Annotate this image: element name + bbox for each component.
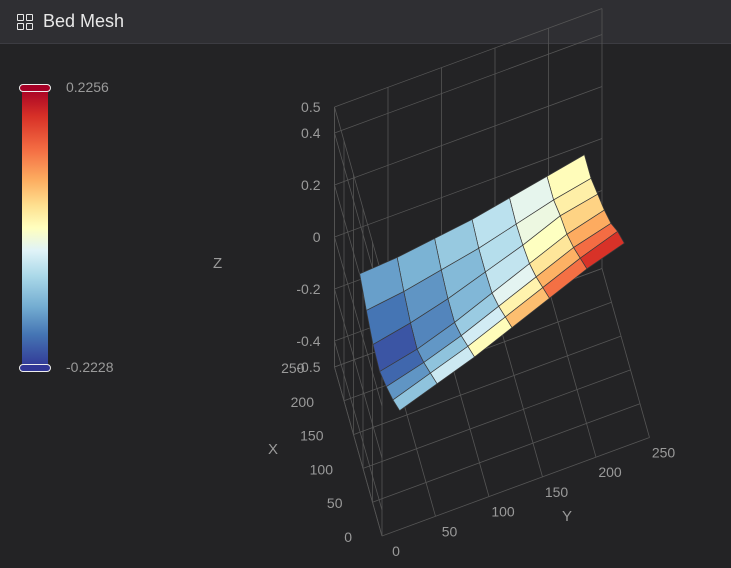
- x-tick-label: 100: [310, 461, 334, 477]
- grid-line: [372, 403, 641, 503]
- grid-line: [494, 307, 543, 478]
- z-tick-label: 0.4: [301, 125, 321, 141]
- mesh-cell: [392, 372, 438, 412]
- grid-icon: [17, 14, 34, 31]
- y-tick-label: 0: [392, 543, 400, 559]
- z-tick-label: 0.2: [301, 177, 321, 193]
- grid-line: [362, 369, 631, 469]
- x-tick-label: 150: [300, 428, 324, 444]
- x-tick-label: 200: [291, 394, 315, 410]
- z-axis-name: Z: [213, 255, 222, 272]
- y-tick-label: 50: [442, 523, 458, 539]
- grid-line: [334, 34, 603, 134]
- grid-line: [548, 288, 597, 458]
- grid-line: [334, 236, 383, 407]
- grid-line: [334, 138, 603, 238]
- z-tick-label: 0: [313, 229, 321, 245]
- grid-line: [334, 340, 383, 511]
- grid-line: [334, 86, 603, 186]
- y-tick-label: 250: [652, 445, 676, 461]
- z-tick-label: -0.4: [296, 333, 320, 349]
- panel-title: Bed Mesh: [43, 11, 125, 31]
- grid-line: [381, 437, 650, 537]
- z-tick-label: -0.5: [296, 359, 320, 375]
- grid-line: [334, 8, 603, 108]
- axis-labels: 050100150200250050100150200250-0.5-0.4-0…: [213, 99, 675, 559]
- z-tick-label: -0.2: [296, 281, 320, 297]
- x-tick-label: 50: [327, 495, 343, 511]
- x-tick-label: 250: [281, 360, 305, 376]
- scale-max-label: 0.2256: [66, 79, 109, 95]
- grid-line: [334, 106, 383, 277]
- grid-line: [334, 366, 383, 537]
- y-tick-label: 150: [545, 484, 569, 500]
- y-tick-label: 200: [598, 464, 622, 480]
- y-tick-label: 100: [491, 504, 515, 520]
- scale-min-label: -0.2228: [66, 359, 114, 375]
- grid-line: [334, 288, 383, 459]
- scale-min-handle[interactable]: [19, 364, 51, 372]
- x-tick-label: 0: [344, 529, 352, 545]
- grid-line: [601, 268, 650, 438]
- y-axis-name: Y: [562, 508, 572, 525]
- x-axis-name: X: [268, 441, 278, 458]
- z-tick-label: 0.5: [301, 99, 321, 115]
- grid-line: [353, 335, 622, 435]
- mesh-surface: [359, 154, 625, 412]
- color-scale-bar: [22, 88, 48, 368]
- scale-max-handle[interactable]: [19, 84, 51, 92]
- panel-header: Bed Mesh: [0, 0, 731, 44]
